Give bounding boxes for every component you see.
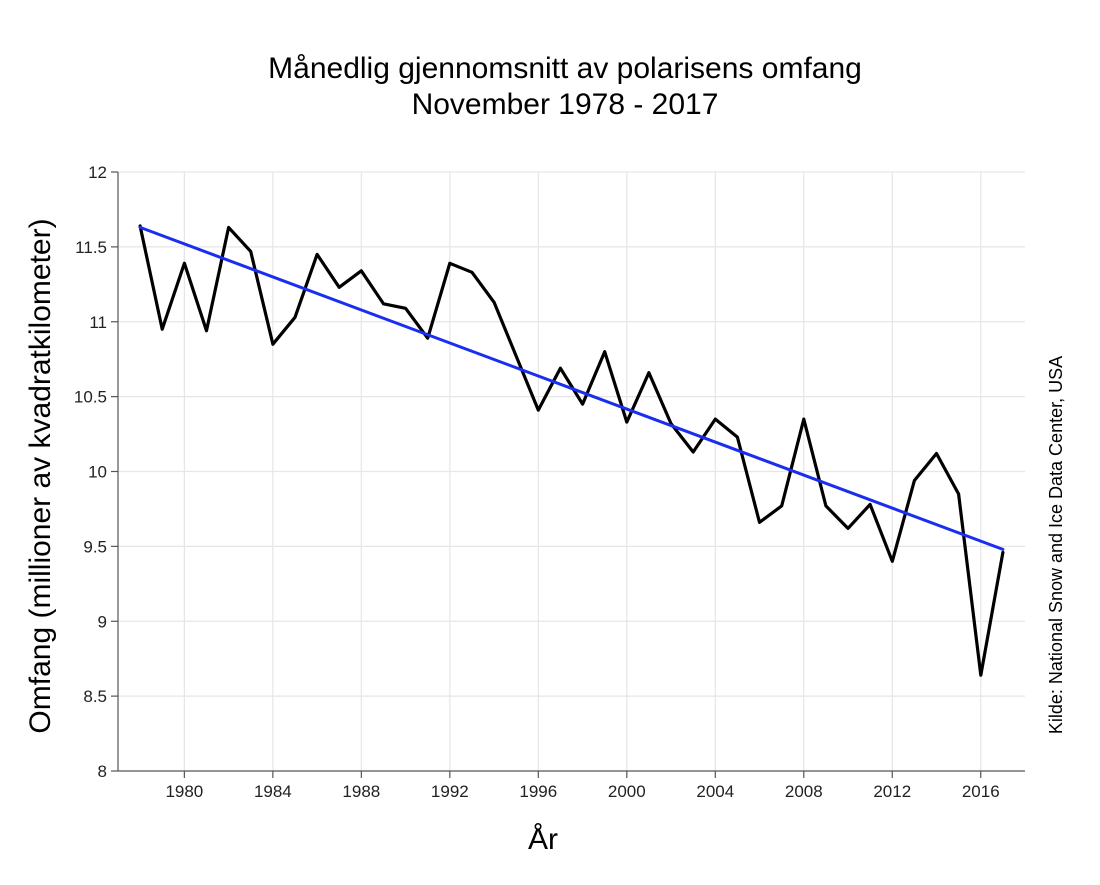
x-tick-label: 1996 <box>519 782 557 801</box>
x-tick-label: 1988 <box>342 782 380 801</box>
y-tick-label: 10.5 <box>74 388 107 407</box>
source-note: Kilde: National Snow and Ice Data Center… <box>1046 356 1066 734</box>
y-tick-label: 10 <box>88 463 107 482</box>
x-tick-label: 1980 <box>165 782 203 801</box>
y-tick-label: 9.5 <box>83 537 107 556</box>
x-tick-label: 2000 <box>608 782 646 801</box>
y-tick-label: 11 <box>89 313 107 332</box>
y-tick-label: 8.5 <box>83 687 107 706</box>
series-line-extent <box>138 224 1005 677</box>
x-ticks: 1980 1984 1988 1992 1996 2000 2004 2008 2012 2016 <box>165 771 1000 801</box>
chart-title: Månedlig gjennomsnitt av polarisens omfa… <box>268 52 862 85</box>
series-line-trend <box>138 225 1005 551</box>
y-tick-label: 9 <box>98 612 107 631</box>
x-tick-label: 1992 <box>431 782 469 801</box>
x-axis-title: År <box>528 823 558 856</box>
y-axis-title: Omfang (millioner av kvadratkilometer) <box>24 218 57 733</box>
x-tick-label: 2016 <box>962 782 1000 801</box>
x-tick-label: 1984 <box>254 782 292 801</box>
y-tick-label: 8 <box>98 762 107 781</box>
y-ticks: 8 8.5 9 9.5 10 10.5 11 11.5 12 <box>74 163 118 781</box>
y-tick-label: 11.5 <box>75 238 107 257</box>
x-tick-label: 2004 <box>696 782 734 801</box>
chart-subtitle: November 1978 - 2017 <box>412 88 719 121</box>
series <box>138 224 1005 677</box>
x-tick-label: 2008 <box>785 782 823 801</box>
y-tick-label: 12 <box>88 163 107 182</box>
x-tick-label: 2012 <box>873 782 911 801</box>
